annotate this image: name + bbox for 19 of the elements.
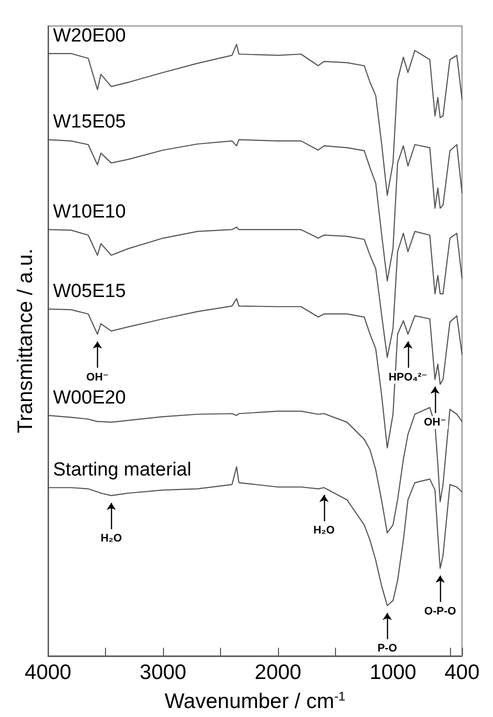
x-tick-label: 1000 [370,660,416,684]
annotation: HPO₄²⁻ [388,371,428,384]
x-tick-label: 4000 [24,660,72,684]
series-label: Starting material [53,460,192,481]
series-label: W15E05 [53,112,126,133]
annotation: OH⁻ [86,371,109,384]
series-label: W05E15 [53,281,126,302]
x-tick-label: 3000 [140,660,186,684]
y-axis-title: Transmittance / a.u. [14,248,37,434]
series-label: W00E20 [53,387,126,408]
annotation: O-P-O [424,605,456,618]
x-tick-label: 2000 [254,660,302,684]
annotation: H₂O [100,532,122,545]
x-tick-label: 400 [444,660,480,684]
series-label: W20E00 [53,26,126,47]
series-label: W10E10 [53,202,126,223]
annotation: H₂O [313,524,336,537]
annotation: OH⁻ [424,416,446,429]
annotation: P-O [377,642,398,655]
